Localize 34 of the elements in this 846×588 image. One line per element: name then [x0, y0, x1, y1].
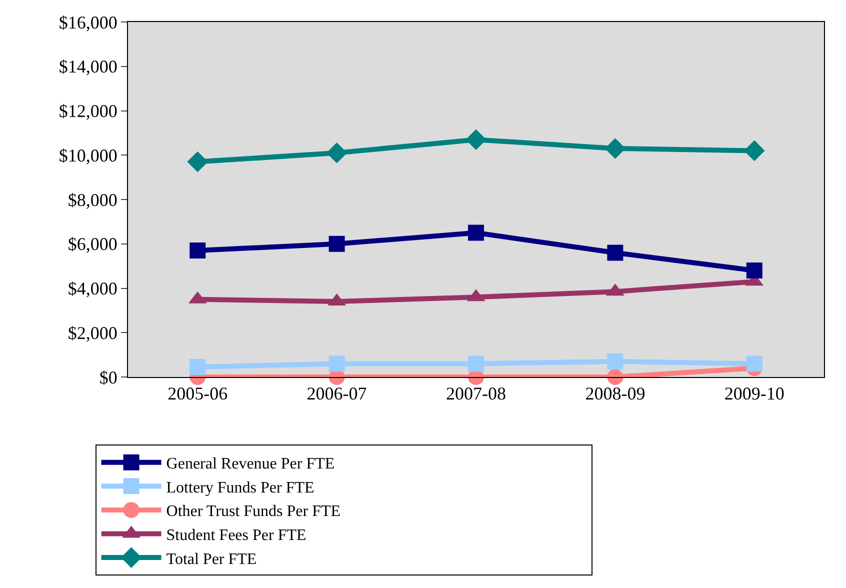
point [746, 262, 762, 278]
point [328, 236, 345, 252]
y-tick-label: $0 [99, 367, 118, 388]
point [190, 242, 206, 259]
point [607, 244, 624, 261]
legend-label: Lottery Funds Per FTE [166, 479, 314, 496]
point [468, 224, 484, 241]
y-tick-label: $12,000 [58, 101, 118, 122]
y-tick-label: $6,000 [68, 234, 118, 254]
point [466, 129, 486, 150]
legend-label: General Revenue Per FTE [166, 456, 335, 473]
point [607, 369, 624, 385]
x-tick-label: 2009-10 [724, 384, 784, 404]
x-tick-label: 2007-08 [446, 384, 506, 404]
legend-label: Other Trust Funds Per FTE [166, 503, 341, 520]
legend-label: Total Per FTE [166, 550, 257, 568]
point [607, 353, 624, 370]
point [468, 356, 484, 372]
legend-label: Student Fees Per FTE [166, 526, 306, 544]
y-tick-label: $4,000 [68, 278, 118, 299]
point [187, 151, 208, 172]
x-tick-label: 2005-06 [168, 384, 228, 404]
y-tick-label: $10,000 [58, 145, 118, 166]
y-tick-label: $16,000 [58, 12, 118, 32]
x-tick-label: 2006-07 [306, 384, 367, 404]
y-tick-label: $8,000 [68, 190, 118, 210]
point [744, 140, 765, 162]
point [190, 359, 206, 376]
x-tick-label: 2008-09 [585, 384, 646, 404]
point [746, 356, 762, 372]
point [326, 142, 348, 164]
y-tick-label: $14,000 [58, 56, 118, 77]
point [328, 356, 345, 372]
y-tick-label: $2,000 [68, 322, 118, 343]
